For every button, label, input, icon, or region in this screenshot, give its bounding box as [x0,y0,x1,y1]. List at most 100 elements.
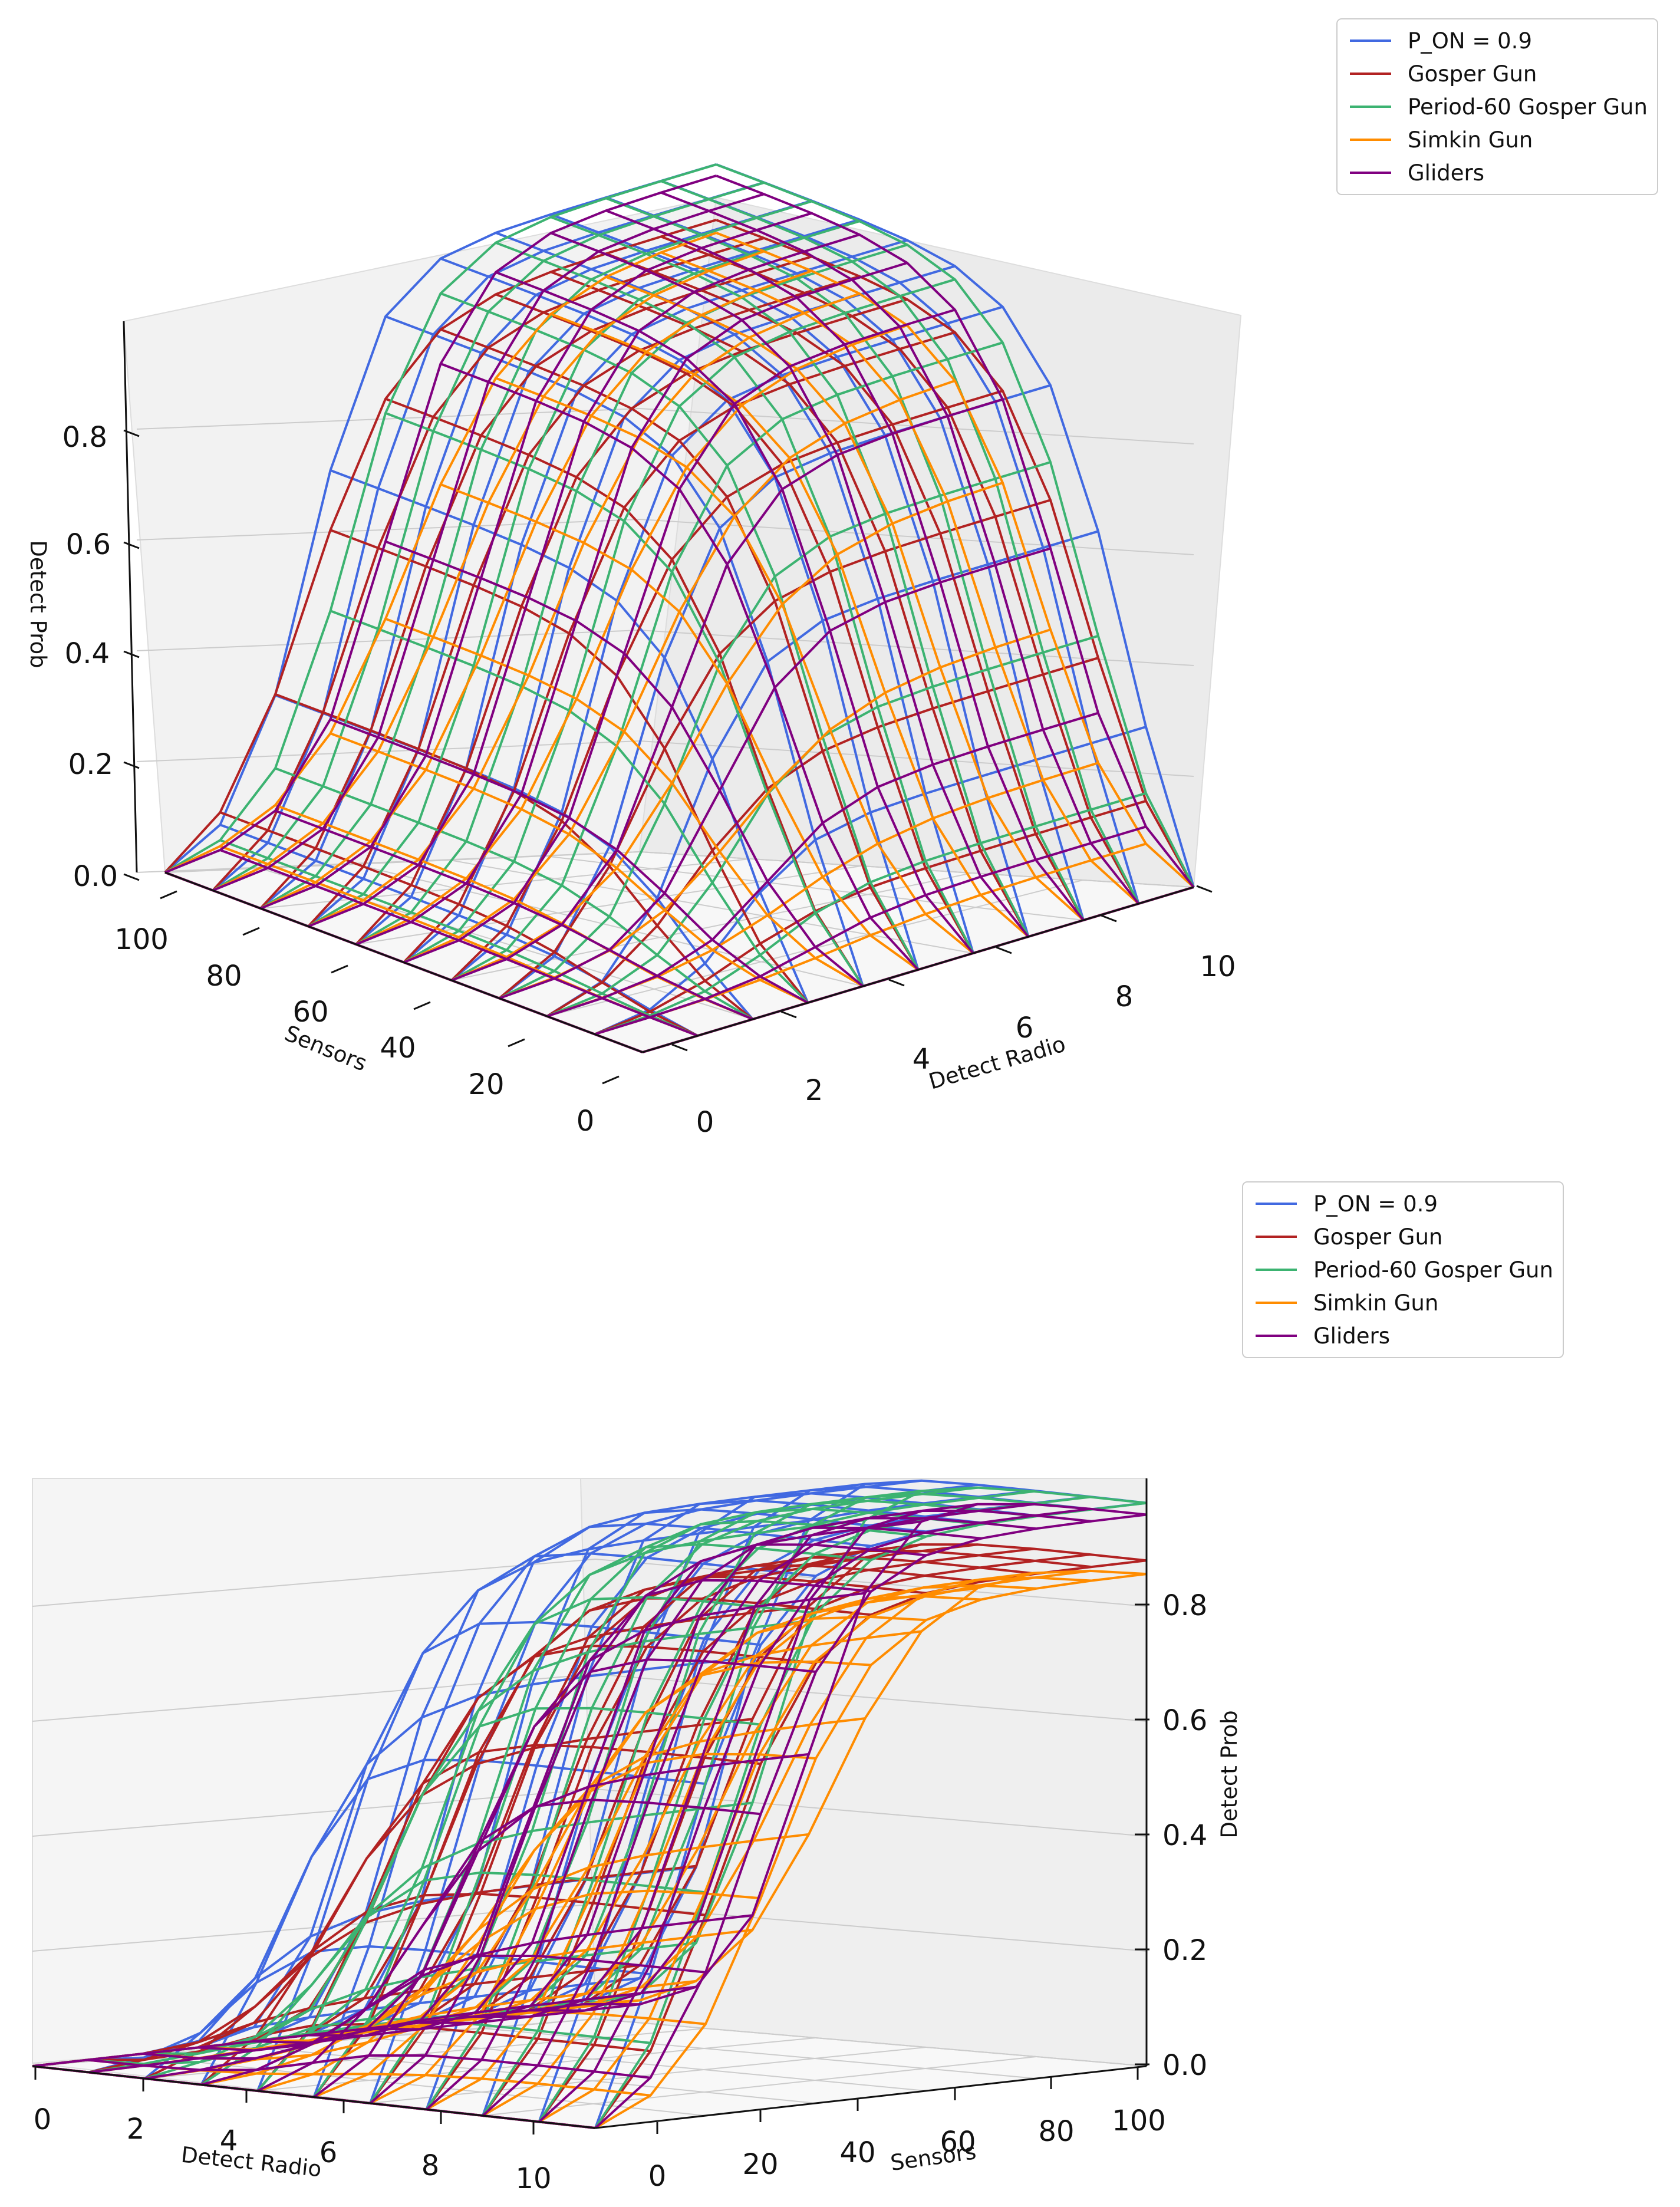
top-sensors-tick-label: 20 [468,1068,504,1101]
wire-line-const-sensors [528,1493,1092,2012]
top-radio-tick-label: 6 [1016,1012,1034,1045]
wire-line-const-sensors [418,1526,981,2024]
wire-line-const-sensors [307,275,860,927]
bottom-radio-axis-label: Detect Radio [180,2142,322,2182]
bottom-radio-tick-label: 6 [319,2136,338,2169]
wire-line-const-sensors [528,1549,1092,2012]
wire-line-const-sensors [308,233,860,928]
bottom-legend-label: Period-60 Gosper Gun [1313,1257,1553,1283]
top-3d-chart: 0.0 0.2 0.4 0.6 0.8 Detect Prob 0 20 40 … [25,18,1658,1139]
wire-line-const-sensors [212,236,765,891]
wire-line-const-sensors [355,239,908,946]
top-radio-axis-label: Detect Radio [926,1031,1069,1094]
top-z-tick-label: 0.8 [62,421,107,454]
gridline [370,2037,927,2091]
wire-line-const-sensors [87,1945,651,2061]
wire-line-const-sensors [403,380,956,964]
gridline [257,2047,816,2104]
gridline [595,1559,1147,1607]
bottom-sensors-tick-label: 0 [648,2160,667,2193]
wire-line-const-sensors [403,331,956,963]
series-gliders [32,1503,1147,2129]
bottom-wireframe-series [32,1479,1147,2129]
top-legend-box [1336,18,1658,195]
gridline [164,851,640,873]
top-sensors-tick-mark [160,890,177,900]
gridline [136,630,640,651]
wire-line-const-sensors [308,292,860,928]
gridline [32,1559,596,1607]
wire-line-const-sensors [355,262,908,946]
gridline [482,2056,1037,2116]
top-sensors-tick-label: 60 [292,996,328,1029]
bottom-z-tick-label: 0.4 [1162,1819,1207,1852]
bottom-z-tick-label: 0.8 [1162,1589,1207,1622]
top-z-tick-mark [123,873,140,881]
bottom-z-tick-label: 0.2 [1162,1934,1207,1967]
wire-line-const-sensors [164,219,717,874]
wire-line-const-sensors [363,1615,927,2030]
wire-line-const-sensors [308,1579,871,2037]
bottom-legend-label: Simkin Gun [1313,1290,1438,1316]
wire-line-const-sensors [260,212,812,910]
bottom-sensors-tick-label: 100 [1112,2104,1166,2137]
wire-line-const-sensors [259,255,812,910]
wire-line-const-sensors [307,218,860,928]
wire-line-const-sensors [87,2054,651,2079]
wire-line-const-sensors [212,250,765,892]
bottom-sensors-tick-label: 20 [742,2148,778,2181]
gridline [451,872,973,981]
bottom-sensors-tick-label: 80 [1038,2115,1074,2148]
bottom-radio-axis-line [32,2065,596,2129]
top-radio-tick-mark [1101,914,1117,923]
wire-line-const-sensors [528,1509,1092,2012]
wire-line-const-sensors [473,1517,1037,2018]
wire-line-const-sensors [164,163,717,874]
top-radio-axis-line [642,886,1194,1053]
top-radio-tick-mark [888,979,905,987]
bottom-radio-tick-label: 2 [127,2113,145,2146]
wire-line-const-sensors [197,1798,761,2052]
top-sensors-tick-mark [331,964,348,974]
wire-line-const-sensors [252,1596,816,2043]
top-z-tick-mark [123,429,140,437]
top-radio-tick-label: 8 [1115,980,1134,1013]
wire-line-const-sensors [499,461,1051,1000]
bottom-legend: P_ON = 0.9 Gosper Gun Period-60 Gosper G… [1242,1181,1564,1358]
wire-line-const-sensors [142,1758,706,2055]
wire-line-const-sensors [583,1569,1147,2005]
bottom-legend-label: Gosper Gun [1313,1224,1442,1250]
wire-line-const-sensors [583,1503,1147,2006]
bottom-radio-tick-label: 8 [421,2149,440,2182]
wire-line-const-sensors [308,1660,871,2037]
wire-line-const-sensors [594,825,1147,1036]
top-sensors-tick-mark [413,1001,431,1010]
top-z-tick-mark [123,541,140,549]
top-legend-label: Gosper Gun [1408,61,1537,87]
top-radio-tick-mark [996,946,1012,954]
top-radio-tick-label: 10 [1200,950,1236,983]
bottom-radio-tick-label: 10 [515,2162,551,2195]
wire-line-const-sensors [528,1576,1092,2012]
wire-line-const-sensors [308,1543,871,2037]
top-sensors-tick-label: 0 [577,1105,595,1138]
top-radio-tick-mark [671,1043,688,1052]
wire-line-const-sensors [197,1707,761,2049]
top-sensors-axis-label: Sensors [281,1020,371,1076]
top-z-axis-line [123,321,138,873]
bottom-z-tick-label: 0.6 [1162,1704,1207,1737]
top-z-tick-label: 0.0 [73,860,118,893]
bottom-sensors-axis-line [595,2065,1147,2129]
top-sensors-tick-label: 100 [114,923,169,956]
bottom-3d-chart: 0.0 0.2 0.4 0.6 0.8 Detect Prob 0 2 4 6 … [32,1181,1564,2195]
wire-line-const-sensors [355,298,908,946]
wire-line-const-sensors [164,232,717,874]
bottom-radio-ticks: 0 2 4 6 8 10 [34,2066,552,2195]
bottom-sensors-tick-label: 60 [940,2126,976,2159]
wire-line-const-sensors [403,278,956,964]
top-legend-label: Gliders [1408,160,1484,186]
top-sensors-tick-label: 40 [380,1032,416,1065]
top-z-tick-label: 0.2 [68,748,113,781]
top-radio-tick-label: 2 [805,1074,823,1107]
